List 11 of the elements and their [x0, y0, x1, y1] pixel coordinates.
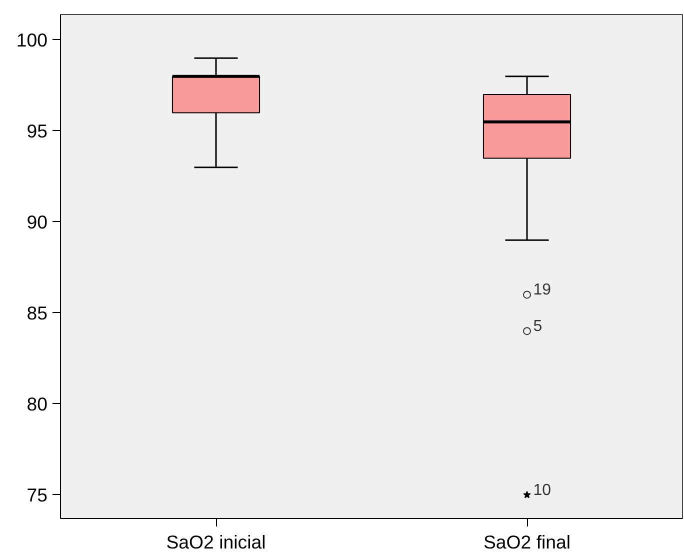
y-tick-label: 90 — [26, 211, 48, 232]
y-tick-label: 95 — [26, 120, 48, 142]
x-tick-label: SaO2 final — [483, 532, 571, 552]
y-tick-label: 85 — [26, 302, 48, 324]
y-tick-label: 100 — [16, 29, 48, 50]
annotation: 5 — [533, 318, 542, 336]
x-tick-label: SaO2 inicial — [166, 532, 266, 552]
y-tick-label: 80 — [26, 393, 48, 414]
annotation: 10 — [533, 482, 552, 499]
y-tick-label: 75 — [26, 484, 48, 506]
annotation: 19 — [533, 282, 552, 299]
